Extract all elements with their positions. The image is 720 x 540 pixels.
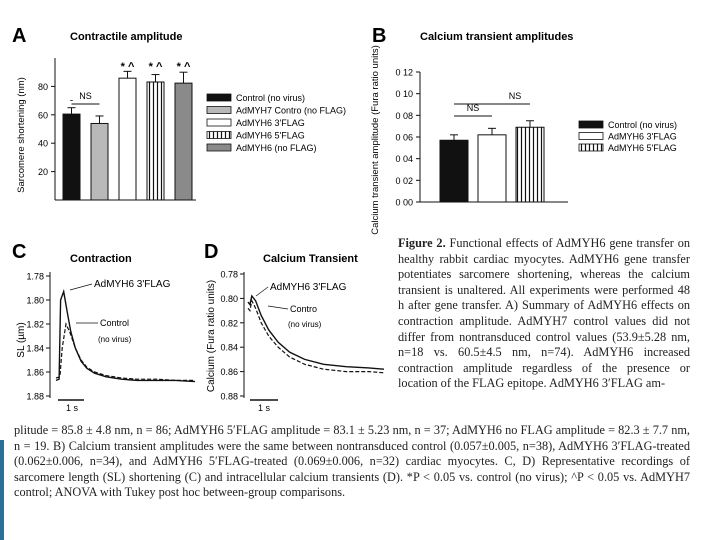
panel-c-scalebar-label: 1 s <box>66 403 79 413</box>
panel-d-label-leader <box>267 305 289 310</box>
panel-a-bar <box>174 82 193 201</box>
panel-b-ytick-label: 0 10 <box>395 89 413 99</box>
panel-b-ns-label: NS <box>509 91 522 101</box>
figure-canvas: A B C D Contractile amplitude Sarcomere … <box>12 25 677 413</box>
panel-c-label-leader <box>69 283 93 291</box>
panel-b-ns-label: NS <box>467 103 480 113</box>
panel-d-series-label: AdMYH6 3'FLAG <box>270 282 347 293</box>
panel-a-legend-label: AdMYH6 3'FLAG <box>236 118 305 128</box>
panel-b-legend-swatch <box>578 143 604 152</box>
panel-b-bar <box>515 126 545 203</box>
panel-a-bar <box>146 81 165 201</box>
panel-b-legend-label: AdMYH6 3'FLAG <box>608 132 677 142</box>
panel-c-ytick-label: 1.84 <box>26 344 44 354</box>
panel-a-legend-label: Control (no virus) <box>236 93 305 103</box>
panel-b-ytick-label: 0 00 <box>395 198 413 208</box>
panel-c-ytick-label: 1.80 <box>26 296 44 306</box>
panel-c-letter: C <box>12 241 26 263</box>
panel-a-letter: A <box>12 25 26 47</box>
panel-d-ytick-label: 0.78 <box>220 270 238 280</box>
panel-b-ytick-label: 0 12 <box>395 68 413 78</box>
panel-d-scalebar-label: 1 s <box>258 403 271 413</box>
panel-c-title: Contraction <box>70 253 132 265</box>
panel-b-title: Calcium transient amplitudes <box>420 31 573 43</box>
panel-a-title: Contractile amplitude <box>70 31 182 43</box>
panel-d-ytick-label: 0.86 <box>220 367 238 377</box>
panel-d-letter: D <box>204 241 218 263</box>
panel-a-ytick-label: 40 <box>38 139 48 149</box>
panel-b-bar <box>477 134 507 203</box>
panel-b-legend-swatch <box>578 132 604 140</box>
panel-b-ytick-label: 0 02 <box>395 176 413 186</box>
panel-a-ylabel: Sarcomere shortening (nm) <box>16 77 27 193</box>
panel-a-bar <box>90 122 109 201</box>
figure-label: Figure 2. <box>398 236 446 250</box>
panel-a-legend-swatch <box>206 131 232 139</box>
panel-b-legend-swatch <box>578 120 604 129</box>
panel-c-ytick-label: 1.78 <box>26 272 44 282</box>
panel-d-trace-control <box>247 298 385 374</box>
panel-b-ytick-label: 0 08 <box>395 111 413 121</box>
panel-d-ytick-label: 0.80 <box>220 294 238 304</box>
panel-d-ylabel: Calcium (Fura ratio units) <box>206 280 217 392</box>
panel-b-bar <box>439 139 469 203</box>
panel-a-bar <box>118 77 137 201</box>
panel-d-ytick-label: 0.84 <box>220 343 238 353</box>
panel-a-legend-label: AdMYH6 (no FLAG) <box>236 143 317 153</box>
figure-caption-right-text: Functional effects of AdMYH6 gene transf… <box>398 236 691 391</box>
panel-b-ylabel: Calcium transient amplitude (Fura ratio … <box>370 45 381 235</box>
panel-a-significance-marker: * ^ <box>177 61 191 73</box>
panel-c-trace-admyh6-3flag <box>55 288 196 383</box>
panel-d-ytick-label: 0.82 <box>220 318 238 328</box>
panel-d-title: Calcium Transient <box>263 253 358 265</box>
panel-c-ytick-label: 1.88 <box>26 392 44 402</box>
panel-a-dash-marker: - <box>70 96 73 107</box>
panel-b-chart: Calcium transient amplitudes Calcium tra… <box>370 31 677 235</box>
panel-b-legend-label: Control (no virus) <box>608 120 677 130</box>
panel-d-series-label: (no virus) <box>288 320 322 329</box>
panel-a-legend-label: AdMYH7 Contro (no FLAG) <box>236 106 346 116</box>
panel-b-ytick-label: 0 04 <box>395 154 413 164</box>
panel-a-significance-marker: * ^ <box>149 61 163 73</box>
panel-d-ytick-label: 0.88 <box>220 392 238 402</box>
left-accent-rule <box>0 440 4 540</box>
panel-c-ytick-label: 1.86 <box>26 368 44 378</box>
figure-caption-right: Figure 2. Functional effects of AdMYH6 g… <box>398 236 690 392</box>
panel-b-letter: B <box>372 25 386 47</box>
panel-a-ns-label: NS <box>79 91 92 101</box>
panel-a-legend-label: AdMYH6 5'FLAG <box>236 131 305 141</box>
panel-c-series-label: Control <box>100 318 129 328</box>
panel-d-series-label: Contro <box>290 304 317 314</box>
panel-c-series-label: (no virus) <box>98 335 132 344</box>
panel-c-trace-control <box>55 321 195 381</box>
panel-c-ylabel: SL (µm) <box>16 322 27 357</box>
panel-b-legend-label: AdMYH6 5'FLAG <box>608 143 677 153</box>
figure-caption-bottom: plitude = 85.8 ± 4.8 nm, n = 86; AdMYH6 … <box>14 423 690 500</box>
panel-d-trace-admyh6-3flag <box>247 294 385 370</box>
panel-a-chart: Contractile amplitude Sarcomere shorteni… <box>16 31 346 201</box>
panel-c-chart: Contraction SL (µm) 1.78 1.80 1.82 1.84 1.86… <box>16 253 196 413</box>
panel-d-label-leader <box>255 286 269 297</box>
panel-a-significance-marker: * ^ <box>121 61 135 73</box>
panel-a-ytick-label: 80 <box>38 82 48 92</box>
panel-d-chart: Calcium Transient Calcium (Fura ratio un… <box>206 253 385 413</box>
panel-a-legend-swatch <box>206 143 232 152</box>
panel-a-ytick-label: 60 <box>38 110 48 120</box>
panel-a-legend-swatch <box>206 118 232 127</box>
panel-a-bar <box>62 113 81 201</box>
panel-a-ytick-label: 20 <box>38 167 48 177</box>
panel-b-ytick-label: 0 06 <box>395 133 413 143</box>
panel-a-legend-swatch <box>206 93 232 102</box>
panel-c-series-label: AdMYH6 3'FLAG <box>94 279 171 290</box>
panel-c-ytick-label: 1.82 <box>26 320 44 330</box>
panel-a-legend-swatch <box>206 106 232 114</box>
